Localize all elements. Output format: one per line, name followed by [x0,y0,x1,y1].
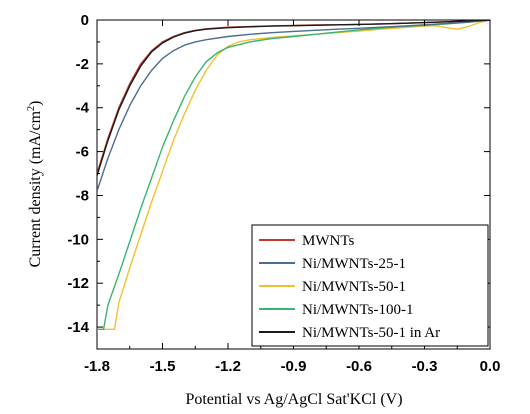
legend-label-3: Ni/MWNTs-50-1 [302,279,406,295]
y-axis-title-close: ) [27,101,44,106]
y-tick-label: -14 [67,319,89,336]
y-tick-label: -12 [67,275,89,292]
tick-layer: -1.8 -1.5 -1.2 -0.9 -0.6 -0.3 0.0 0 -2 -4 -6 -8 -10 -… [67,12,500,375]
legend-label-2: Ni/MWNTs-25-1 [302,256,406,272]
legend: MWNTs Ni/MWNTs-25-1 Ni/MWNTs-50-1 Ni/MWNTs-… [251,224,489,347]
legend-label-4: Ni/MWNTs-100-1 [302,302,413,318]
x-tick-label: -1.5 [150,358,176,375]
x-tick-label: -0.3 [412,358,438,375]
x-tick-label: -1.8 [84,358,110,375]
y-tick-label: -10 [67,231,89,248]
x-axis-title: Potential vs Ag/AgCl Sat'KCl (V) [185,391,402,408]
x-tick-label: -1.2 [215,358,241,375]
y-axis-title-sup: 2 [26,106,37,111]
y-tick-label: -4 [76,100,90,117]
x-tick-label: -0.6 [346,358,372,375]
y-axis-title-main: Current density (mA/cm [27,110,44,267]
x-tick-label: 0.0 [480,358,501,375]
y-tick-label: -2 [76,56,89,73]
series-line-1 [97,20,490,174]
series-line-5 [97,20,490,176]
y-tick-label: -8 [76,187,89,204]
y-tick-label: 0 [81,12,89,29]
y-axis-title: Current density (mA/cm2) [26,101,44,268]
legend-label-5: Ni/MWNTs-50-1 in Ar [302,325,440,341]
y-tick-label: -6 [76,144,89,161]
legend-label-1: MWNTs [302,233,354,249]
series-line-3 [101,20,490,330]
x-tick-label: -0.9 [281,358,307,375]
